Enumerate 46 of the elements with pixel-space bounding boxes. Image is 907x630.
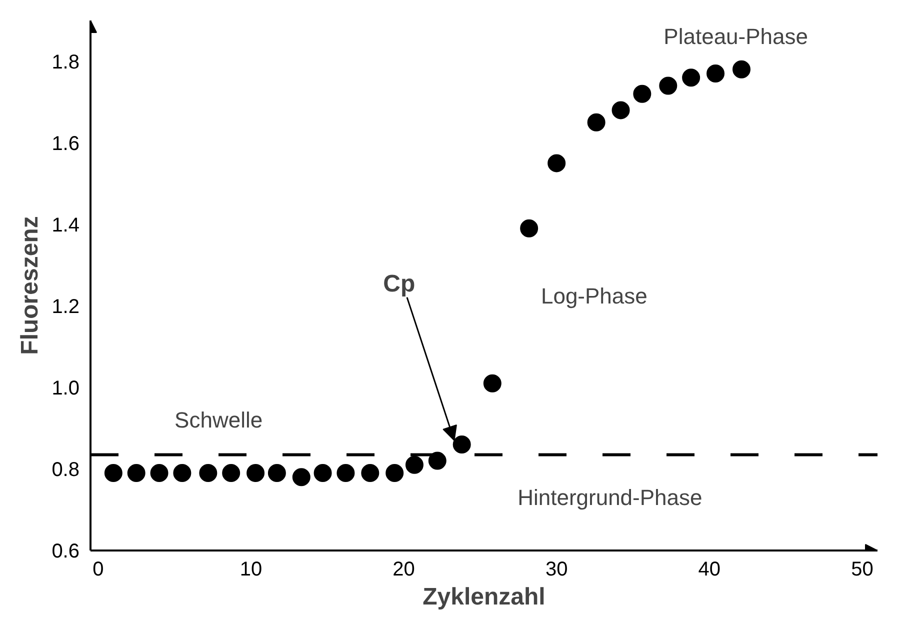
annotation: Hintergrund-Phase	[518, 485, 702, 510]
point	[361, 464, 380, 482]
point	[732, 60, 750, 78]
annotation: Plateau-Phase	[664, 24, 808, 49]
x-tick-label: 20	[392, 558, 415, 580]
point	[659, 76, 678, 95]
point	[336, 464, 355, 482]
x-axis-title: Zyklenzahl	[422, 584, 546, 610]
annotation: Log-Phase	[540, 284, 648, 309]
point	[548, 154, 566, 172]
point	[520, 219, 538, 238]
point	[706, 64, 725, 82]
x-tick-label: 40	[698, 558, 721, 580]
point	[199, 464, 218, 482]
point	[150, 464, 168, 482]
point	[483, 374, 502, 392]
point	[246, 464, 265, 482]
x-tick-label: 50	[851, 558, 874, 580]
point	[428, 452, 446, 470]
ref-line-label: Schwelle	[174, 408, 263, 433]
point	[405, 456, 424, 474]
point	[173, 464, 192, 482]
x-tick-label: 0	[92, 558, 104, 580]
point	[587, 113, 606, 132]
y-axis-title: Fluoreszenz	[16, 216, 44, 355]
point	[292, 468, 310, 486]
y-tick-label: 0.8	[52, 458, 80, 481]
point	[633, 84, 652, 103]
y-tick-label: 1.4	[52, 214, 80, 236]
point	[268, 464, 286, 482]
point	[127, 464, 146, 482]
y-tick-label: 1.6	[52, 132, 80, 155]
y-tick-label: 0.6	[52, 540, 80, 562]
y-tick-label: 1.2	[52, 296, 80, 318]
point	[452, 436, 471, 454]
point	[612, 101, 630, 120]
point	[314, 464, 332, 482]
point	[682, 68, 700, 87]
x-tick-label: 30	[545, 558, 568, 580]
annotation: Cp	[383, 270, 416, 298]
x-tick-label: 10	[240, 558, 262, 580]
point	[104, 464, 122, 482]
y-tick-label: 1.8	[52, 51, 80, 74]
point	[386, 464, 404, 482]
point	[222, 464, 240, 482]
y-tick-label: 1.0	[52, 377, 80, 400]
